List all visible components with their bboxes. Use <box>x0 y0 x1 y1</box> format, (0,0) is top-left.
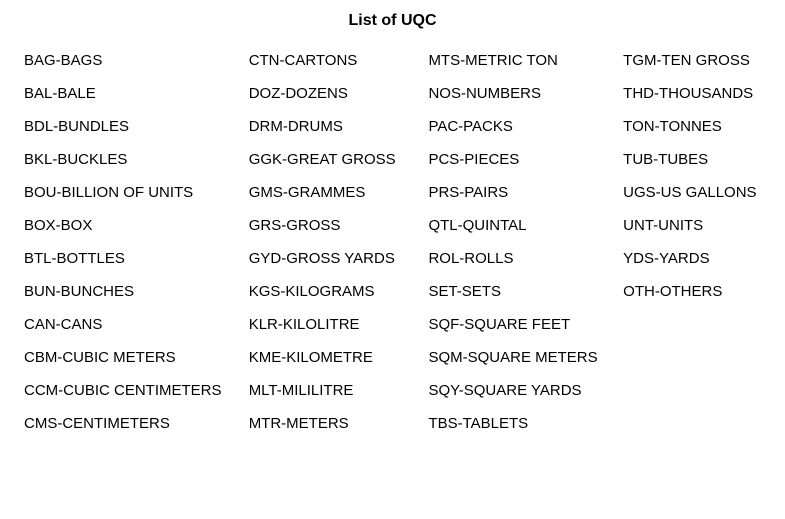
uqc-cell <box>617 308 767 341</box>
uqc-cell: SQM-SQUARE METERS <box>422 341 617 374</box>
uqc-cell: CAN-CANS <box>18 308 243 341</box>
uqc-cell: PRS-PAIRS <box>422 176 617 209</box>
table-row: CAN-CANSKLR-KILOLITRESQF-SQUARE FEET <box>18 308 767 341</box>
table-row: BAL-BALEDOZ-DOZENSNOS-NUMBERSTHD-THOUSAN… <box>18 77 767 110</box>
uqc-cell: BUN-BUNCHES <box>18 275 243 308</box>
table-row: CCM-CUBIC CENTIMETERSMLT-MILILITRESQY-SQ… <box>18 374 767 407</box>
uqc-cell <box>617 407 767 440</box>
uqc-cell <box>617 341 767 374</box>
table-row: CMS-CENTIMETERSMTR-METERSTBS-TABLETS <box>18 407 767 440</box>
uqc-cell: KLR-KILOLITRE <box>243 308 423 341</box>
uqc-cell: BOX-BOX <box>18 209 243 242</box>
uqc-cell: ROL-ROLLS <box>422 242 617 275</box>
uqc-cell: MTS-METRIC TON <box>422 44 617 77</box>
table-row: BAG-BAGSCTN-CARTONSMTS-METRIC TONTGM-TEN… <box>18 44 767 77</box>
table-row: BDL-BUNDLESDRM-DRUMSPAC-PACKSTON-TONNES <box>18 110 767 143</box>
uqc-cell: MTR-METERS <box>243 407 423 440</box>
uqc-cell: CBM-CUBIC METERS <box>18 341 243 374</box>
uqc-cell: DRM-DRUMS <box>243 110 423 143</box>
uqc-cell: PCS-PIECES <box>422 143 617 176</box>
uqc-cell: SQY-SQUARE YARDS <box>422 374 617 407</box>
uqc-cell: CCM-CUBIC CENTIMETERS <box>18 374 243 407</box>
uqc-cell: CMS-CENTIMETERS <box>18 407 243 440</box>
page-title: List of UQC <box>18 12 767 30</box>
uqc-cell: KGS-KILOGRAMS <box>243 275 423 308</box>
uqc-cell: SQF-SQUARE FEET <box>422 308 617 341</box>
table-row: BOX-BOXGRS-GROSSQTL-QUINTALUNT-UNITS <box>18 209 767 242</box>
uqc-cell: PAC-PACKS <box>422 110 617 143</box>
uqc-cell: UGS-US GALLONS <box>617 176 767 209</box>
uqc-cell: BKL-BUCKLES <box>18 143 243 176</box>
uqc-cell: UNT-UNITS <box>617 209 767 242</box>
uqc-cell: YDS-YARDS <box>617 242 767 275</box>
uqc-cell: BDL-BUNDLES <box>18 110 243 143</box>
uqc-cell: QTL-QUINTAL <box>422 209 617 242</box>
table-row: BUN-BUNCHESKGS-KILOGRAMSSET-SETSOTH-OTHE… <box>18 275 767 308</box>
uqc-cell: OTH-OTHERS <box>617 275 767 308</box>
uqc-cell: CTN-CARTONS <box>243 44 423 77</box>
uqc-cell: TUB-TUBES <box>617 143 767 176</box>
uqc-cell: NOS-NUMBERS <box>422 77 617 110</box>
uqc-table: BAG-BAGSCTN-CARTONSMTS-METRIC TONTGM-TEN… <box>18 44 767 440</box>
uqc-cell: MLT-MILILITRE <box>243 374 423 407</box>
uqc-cell: BAG-BAGS <box>18 44 243 77</box>
uqc-cell: GYD-GROSS YARDS <box>243 242 423 275</box>
uqc-cell: TON-TONNES <box>617 110 767 143</box>
uqc-cell: BAL-BALE <box>18 77 243 110</box>
table-row: BKL-BUCKLESGGK-GREAT GROSSPCS-PIECESTUB-… <box>18 143 767 176</box>
uqc-cell: TGM-TEN GROSS <box>617 44 767 77</box>
uqc-cell: TBS-TABLETS <box>422 407 617 440</box>
uqc-cell: DOZ-DOZENS <box>243 77 423 110</box>
table-row: BOU-BILLION OF UNITSGMS-GRAMMESPRS-PAIRS… <box>18 176 767 209</box>
uqc-cell <box>617 374 767 407</box>
uqc-cell: BOU-BILLION OF UNITS <box>18 176 243 209</box>
uqc-cell: KME-KILOMETRE <box>243 341 423 374</box>
uqc-cell: THD-THOUSANDS <box>617 77 767 110</box>
uqc-cell: GGK-GREAT GROSS <box>243 143 423 176</box>
table-row: CBM-CUBIC METERSKME-KILOMETRESQM-SQUARE … <box>18 341 767 374</box>
uqc-cell: GMS-GRAMMES <box>243 176 423 209</box>
uqc-cell: SET-SETS <box>422 275 617 308</box>
uqc-cell: GRS-GROSS <box>243 209 423 242</box>
uqc-cell: BTL-BOTTLES <box>18 242 243 275</box>
table-row: BTL-BOTTLESGYD-GROSS YARDSROL-ROLLSYDS-Y… <box>18 242 767 275</box>
